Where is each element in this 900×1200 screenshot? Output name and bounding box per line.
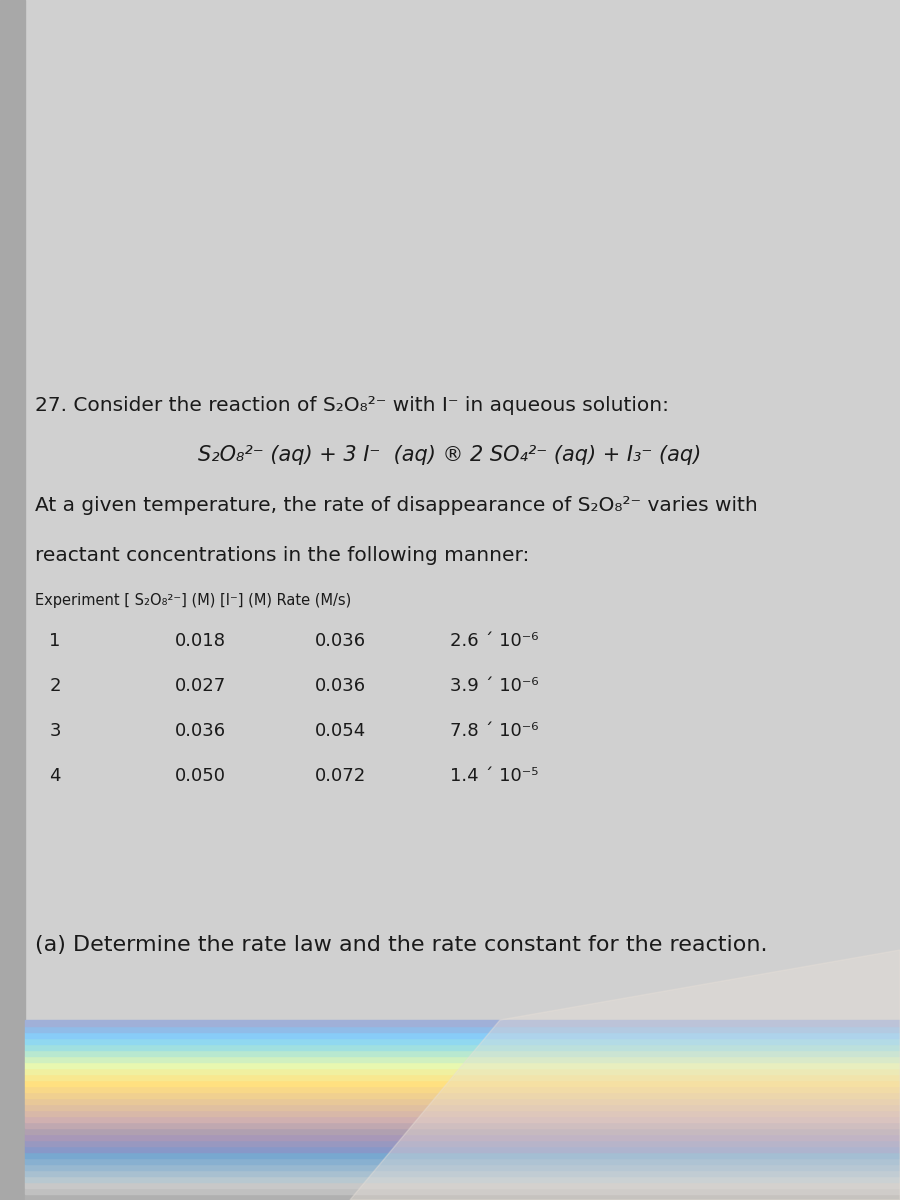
Bar [25,1032,900,1038]
Text: 0.072: 0.072 [314,767,365,785]
Text: 2.6 ´ 10⁻⁶: 2.6 ´ 10⁻⁶ [450,632,538,650]
Text: 4: 4 [50,767,61,785]
Text: reactant concentrations in the following manner:: reactant concentrations in the following… [35,546,529,565]
Text: 0.027: 0.027 [175,677,226,695]
Bar [25,1104,900,1110]
Bar [25,1044,900,1050]
Text: 1: 1 [50,632,60,650]
Text: At a given temperature, the rate of disappearance of S₂O₈²⁻ varies with: At a given temperature, the rate of disa… [35,496,758,515]
Bar [25,1074,900,1080]
Text: 0.036: 0.036 [314,677,365,695]
Text: 3.9 ´ 10⁻⁶: 3.9 ´ 10⁻⁶ [450,677,538,695]
Bar [25,1128,900,1134]
Bar [25,1068,900,1074]
Bar [25,1080,900,1086]
Bar [25,1164,900,1170]
Bar [25,1056,900,1062]
Bar [25,1170,900,1176]
Text: 7.8 ´ 10⁻⁶: 7.8 ´ 10⁻⁶ [450,722,538,740]
Bar [25,1152,900,1158]
Bar [25,1140,900,1146]
Bar [25,1116,900,1122]
Bar [25,1176,900,1182]
Bar [25,1110,900,1116]
Bar [25,1038,900,1044]
Bar [25,1194,900,1200]
Text: S₂O₈²⁻ (aq) + 3 I⁻  (aq) ® 2 SO₄²⁻ (aq) + I₃⁻ (aq): S₂O₈²⁻ (aq) + 3 I⁻ (aq) ® 2 SO₄²⁻ (aq) +… [198,445,702,464]
Bar [25,1026,900,1032]
Text: 3: 3 [50,722,61,740]
Text: 0.018: 0.018 [175,632,226,650]
Bar [25,1182,900,1188]
Polygon shape [350,950,900,1200]
Bar [25,1050,900,1056]
Bar [0,0,25,1200]
Text: Experiment [ S₂O₈²⁻] (M) [I⁻] (M) Rate (M/s): Experiment [ S₂O₈²⁻] (M) [I⁻] (M) Rate (… [35,593,351,608]
Bar [25,1134,900,1140]
Bar [25,1092,900,1098]
Text: 27. Consider the reaction of S₂O₈²⁻ with I⁻ in aqueous solution:: 27. Consider the reaction of S₂O₈²⁻ with… [35,396,669,415]
Text: 0.036: 0.036 [314,632,365,650]
Text: 1.4 ´ 10⁻⁵: 1.4 ´ 10⁻⁵ [450,767,538,785]
Bar [25,1020,900,1026]
Bar [25,1122,900,1128]
Text: (a) Determine the rate law and the rate constant for the reaction.: (a) Determine the rate law and the rate … [35,935,768,955]
Bar [25,1158,900,1164]
Bar [25,1188,900,1194]
Text: 2: 2 [50,677,61,695]
Text: 0.036: 0.036 [175,722,226,740]
Text: 0.050: 0.050 [175,767,226,785]
Bar [25,1146,900,1152]
Bar [25,1086,900,1092]
Bar [25,1062,900,1068]
Text: 0.054: 0.054 [314,722,365,740]
Bar [25,1098,900,1104]
